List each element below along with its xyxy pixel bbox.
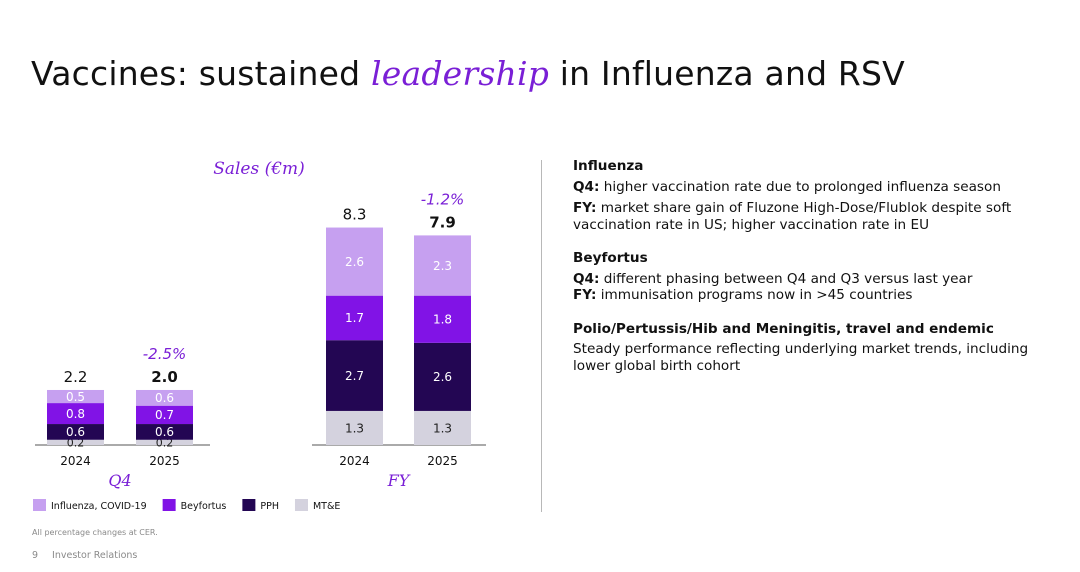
line-label: Q4: bbox=[573, 178, 600, 195]
segment-label: 1.8 bbox=[433, 313, 452, 327]
segment-label: 0.6 bbox=[155, 425, 174, 439]
section-beyfortus: Beyfortus Q4: different phasing between … bbox=[573, 250, 1043, 304]
segment-label: 0.6 bbox=[66, 425, 85, 439]
commentary-line: FY: market share gain of Fluzone High-Do… bbox=[573, 200, 1043, 233]
change-label: -2.5% bbox=[143, 345, 187, 363]
line-label: Q4: bbox=[573, 270, 600, 287]
commentary-line: Q4: different phasing between Q4 and Q3 … bbox=[573, 271, 1043, 288]
legend-swatch bbox=[33, 499, 46, 511]
section-polio: Polio/Pertussis/Hib and Meningitis, trav… bbox=[573, 321, 1043, 375]
chart-title: Sales (€m) bbox=[213, 159, 305, 179]
footnote: All percentage changes at CER. bbox=[32, 528, 158, 537]
bar-segment bbox=[136, 439, 193, 445]
bar-segment bbox=[326, 340, 383, 411]
line-text: immunisation programs now in >45 countri… bbox=[596, 287, 913, 303]
segment-label: 1.3 bbox=[433, 421, 452, 435]
segment-label: 0.6 bbox=[155, 391, 174, 405]
segment-label: 0.2 bbox=[67, 437, 85, 450]
footer-section: Investor Relations bbox=[52, 550, 138, 561]
bar-segment bbox=[47, 403, 104, 425]
bar-segment bbox=[414, 235, 471, 296]
page-number: 9 bbox=[32, 550, 39, 561]
sales-chart: Sales (€m)0.20.60.80.52.220240.20.60.70.… bbox=[33, 159, 486, 512]
year-tick-label: 2025 bbox=[149, 454, 180, 468]
bar-segment bbox=[414, 342, 471, 411]
segment-label: 2.7 bbox=[345, 369, 364, 383]
bar-total-label: 7.9 bbox=[429, 213, 456, 231]
bar-segment bbox=[414, 410, 471, 445]
legend-label: Influenza, COVID-19 bbox=[51, 501, 147, 512]
segment-label: 0.8 bbox=[66, 407, 85, 421]
year-tick-label: 2024 bbox=[60, 454, 91, 468]
section-influenza: Influenza Q4: higher vaccination rate du… bbox=[573, 158, 1043, 233]
commentary-panel: Influenza Q4: higher vaccination rate du… bbox=[573, 158, 1043, 391]
segment-label: 2.6 bbox=[433, 370, 452, 384]
line-label: FY: bbox=[573, 287, 597, 303]
bar-segment bbox=[47, 389, 104, 404]
bar-segment bbox=[136, 389, 193, 406]
bar-segment bbox=[47, 439, 104, 445]
change-label: -1.2% bbox=[421, 190, 465, 208]
line-text: higher vaccination rate due to prolonged… bbox=[599, 178, 1001, 195]
group-label: Q4 bbox=[108, 471, 131, 490]
bar-total-label: 2.0 bbox=[151, 368, 178, 386]
bar-segment bbox=[326, 227, 383, 296]
legend-swatch bbox=[242, 499, 256, 511]
segment-label: 2.6 bbox=[345, 255, 364, 269]
segment-label: 0.2 bbox=[156, 437, 174, 450]
line-text: Steady performance reflecting underlying… bbox=[573, 341, 1029, 374]
title-emphasis: leadership bbox=[371, 54, 550, 93]
legend-swatch bbox=[162, 499, 176, 511]
bar-segment bbox=[326, 410, 383, 445]
segment-label: 2.3 bbox=[433, 259, 452, 273]
year-tick-label: 2025 bbox=[427, 454, 458, 468]
section-heading: Polio/Pertussis/Hib and Meningitis, trav… bbox=[573, 320, 994, 337]
bar-segment bbox=[47, 424, 104, 440]
section-heading: Beyfortus bbox=[573, 250, 648, 266]
legend-label: Beyfortus bbox=[181, 501, 227, 512]
bar-total-label: 8.3 bbox=[343, 206, 367, 224]
segment-label: 1.7 bbox=[345, 311, 364, 325]
segment-label: 0.5 bbox=[66, 390, 85, 404]
commentary-line: FY: immunisation programs now in >45 cou… bbox=[573, 287, 1043, 304]
commentary-line: Q4: higher vaccination rate due to prolo… bbox=[573, 179, 1043, 196]
line-text: different phasing between Q4 and Q3 vers… bbox=[599, 270, 973, 287]
year-tick-label: 2024 bbox=[339, 454, 370, 468]
bar-segment bbox=[326, 295, 383, 341]
bar-segment bbox=[414, 295, 471, 343]
title-before: Vaccines: sustained bbox=[31, 54, 371, 93]
vertical-divider bbox=[541, 160, 542, 512]
bar-segment bbox=[136, 405, 193, 425]
legend-label: MT&E bbox=[313, 501, 340, 512]
page-title: Vaccines: sustained leadership in Influe… bbox=[31, 54, 905, 93]
footer: 9 Investor Relations bbox=[32, 550, 151, 561]
legend-swatch bbox=[294, 499, 308, 511]
segment-label: 1.3 bbox=[345, 421, 364, 435]
commentary-line: Steady performance reflecting underlying… bbox=[573, 341, 1043, 374]
bar-total-label: 2.2 bbox=[64, 368, 88, 386]
bar-segment bbox=[136, 424, 193, 440]
line-label: FY: bbox=[573, 200, 597, 216]
segment-label: 0.7 bbox=[155, 408, 174, 422]
section-heading: Influenza bbox=[573, 158, 644, 174]
legend-label: PPH bbox=[260, 501, 279, 512]
line-text: market share gain of Fluzone High-Dose/F… bbox=[573, 200, 1012, 233]
title-after: in Influenza and RSV bbox=[549, 54, 905, 93]
group-label: FY bbox=[387, 471, 411, 490]
